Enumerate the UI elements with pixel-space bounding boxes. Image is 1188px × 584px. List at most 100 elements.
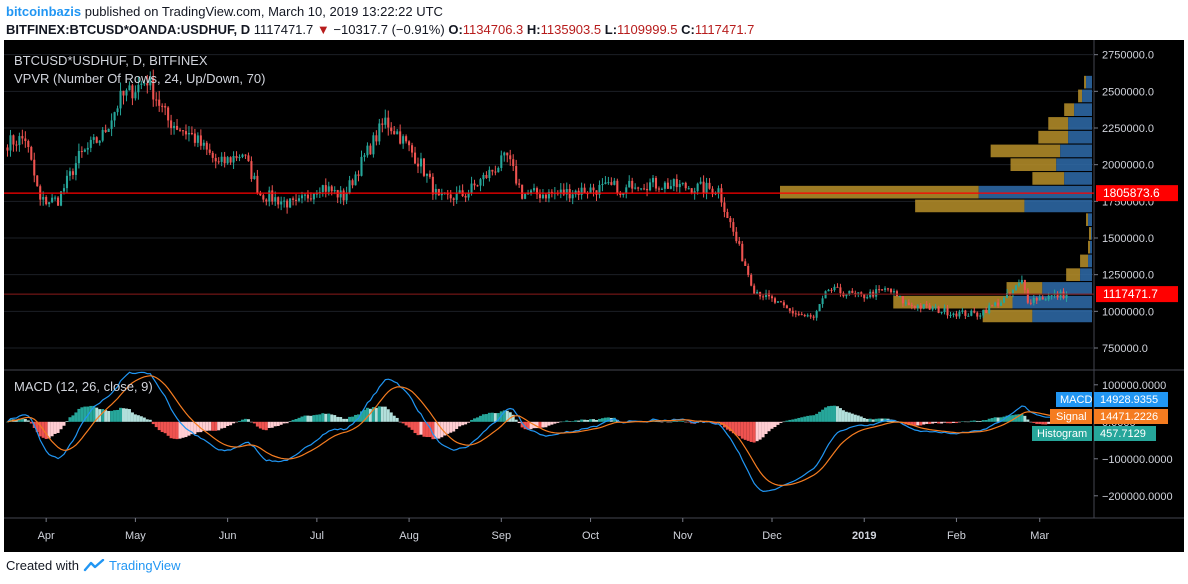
candle-body	[452, 198, 455, 200]
histogram-bar	[830, 405, 833, 422]
histogram-bar	[208, 421, 212, 431]
candle-body	[348, 180, 351, 193]
histogram-bar	[954, 421, 958, 424]
candle-body	[756, 291, 759, 294]
histogram-bar	[514, 419, 518, 422]
chart-canvas[interactable]: 2750000.02500000.02250000.02000000.01750…	[4, 40, 1184, 552]
histogram-bar	[178, 421, 182, 439]
histogram-bar	[294, 419, 298, 422]
candle-body	[812, 316, 815, 318]
candle-body	[788, 308, 791, 311]
histogram-bar	[818, 411, 822, 422]
vp-bar-up	[1064, 172, 1092, 185]
histogram-bar	[853, 414, 857, 422]
histogram-bar	[53, 421, 57, 434]
histogram-bar	[20, 418, 24, 422]
histogram-bar	[362, 409, 366, 422]
histogram-bar	[383, 406, 387, 422]
candle-body	[232, 156, 235, 163]
candle-body	[943, 308, 946, 313]
candle-body	[268, 190, 271, 202]
histogram-bar	[544, 421, 548, 428]
histogram-bar	[752, 421, 756, 443]
histogram-bar	[919, 421, 923, 426]
candle-body	[274, 197, 277, 202]
candle-body	[604, 182, 607, 184]
candle-body	[779, 301, 782, 303]
histogram-bar	[211, 421, 215, 431]
candle-body	[161, 105, 164, 107]
candle-body	[59, 191, 63, 206]
candle-body	[521, 184, 524, 199]
candle-body	[408, 141, 411, 146]
candle-body	[970, 310, 973, 316]
histogram-bar	[1041, 421, 1045, 425]
histogram-bar	[960, 421, 964, 422]
candle-body	[202, 142, 205, 146]
histogram-bar	[761, 421, 765, 438]
histogram-bar	[502, 410, 506, 422]
histogram-bar	[351, 416, 355, 422]
price-tick-label: 2500000.0	[1102, 86, 1154, 98]
candle-body	[280, 201, 283, 205]
histogram-bar	[68, 417, 72, 422]
candle-body	[994, 302, 997, 306]
candle-body	[6, 147, 9, 151]
candle-body	[512, 159, 515, 167]
candle-body	[479, 179, 482, 186]
candle-body	[735, 231, 738, 242]
histogram-bar	[339, 417, 343, 422]
histogram-bar	[663, 421, 667, 422]
candle-body	[262, 195, 265, 200]
price-tick-label: 2750000.0	[1102, 50, 1154, 62]
candle-body	[241, 154, 244, 157]
histogram-bar	[6, 421, 9, 423]
candle-body	[565, 189, 568, 195]
histogram-bar	[824, 407, 828, 422]
tradingview-logo-icon	[83, 558, 105, 571]
histogram-bar	[517, 421, 521, 424]
histogram-bar	[1023, 415, 1027, 422]
candle-body	[226, 157, 229, 164]
down-arrow-icon: ▼	[316, 22, 330, 37]
histogram-bar	[345, 418, 349, 422]
histogram-bar	[496, 413, 500, 422]
time-tick-label: Sep	[492, 530, 512, 542]
histogram-bar	[571, 421, 575, 422]
histogram-bar	[17, 418, 21, 422]
candle-body	[476, 185, 479, 187]
candle-body	[497, 167, 500, 173]
histogram-bar	[910, 421, 914, 426]
histogram-bar	[26, 420, 30, 422]
histogram-bar	[425, 421, 429, 438]
tradingview-link[interactable]: TradingView	[108, 558, 181, 573]
histogram-bar	[758, 421, 762, 440]
histogram-bar	[181, 421, 185, 438]
signal-value-tag: Signal 14471.2226	[1050, 409, 1168, 424]
histogram-bar	[44, 421, 48, 439]
candle-body	[922, 304, 925, 309]
candle-body	[488, 169, 491, 178]
histogram-bar	[467, 421, 471, 423]
candle-body	[134, 92, 137, 99]
candle-body	[9, 135, 12, 151]
histogram-bar	[1029, 421, 1033, 423]
candle-body	[107, 128, 110, 132]
candle-body	[214, 157, 217, 162]
candle-body	[18, 136, 21, 146]
author-link[interactable]: bitcoinbazis	[6, 4, 82, 19]
histogram-bar	[354, 414, 358, 422]
candle-body	[467, 192, 470, 198]
candle-body	[295, 199, 298, 201]
vp-bar-up	[1012, 295, 1092, 309]
histogram-bar	[746, 421, 750, 441]
histogram-bar	[529, 421, 533, 430]
candle-body	[384, 117, 387, 125]
candle-body	[675, 179, 678, 188]
candle-body	[901, 296, 904, 304]
histogram-bar	[288, 421, 292, 422]
histogram-bar	[315, 414, 319, 422]
time-tick-label: 2019	[852, 530, 876, 542]
histogram-bar	[559, 421, 563, 423]
candle-body	[425, 173, 428, 176]
